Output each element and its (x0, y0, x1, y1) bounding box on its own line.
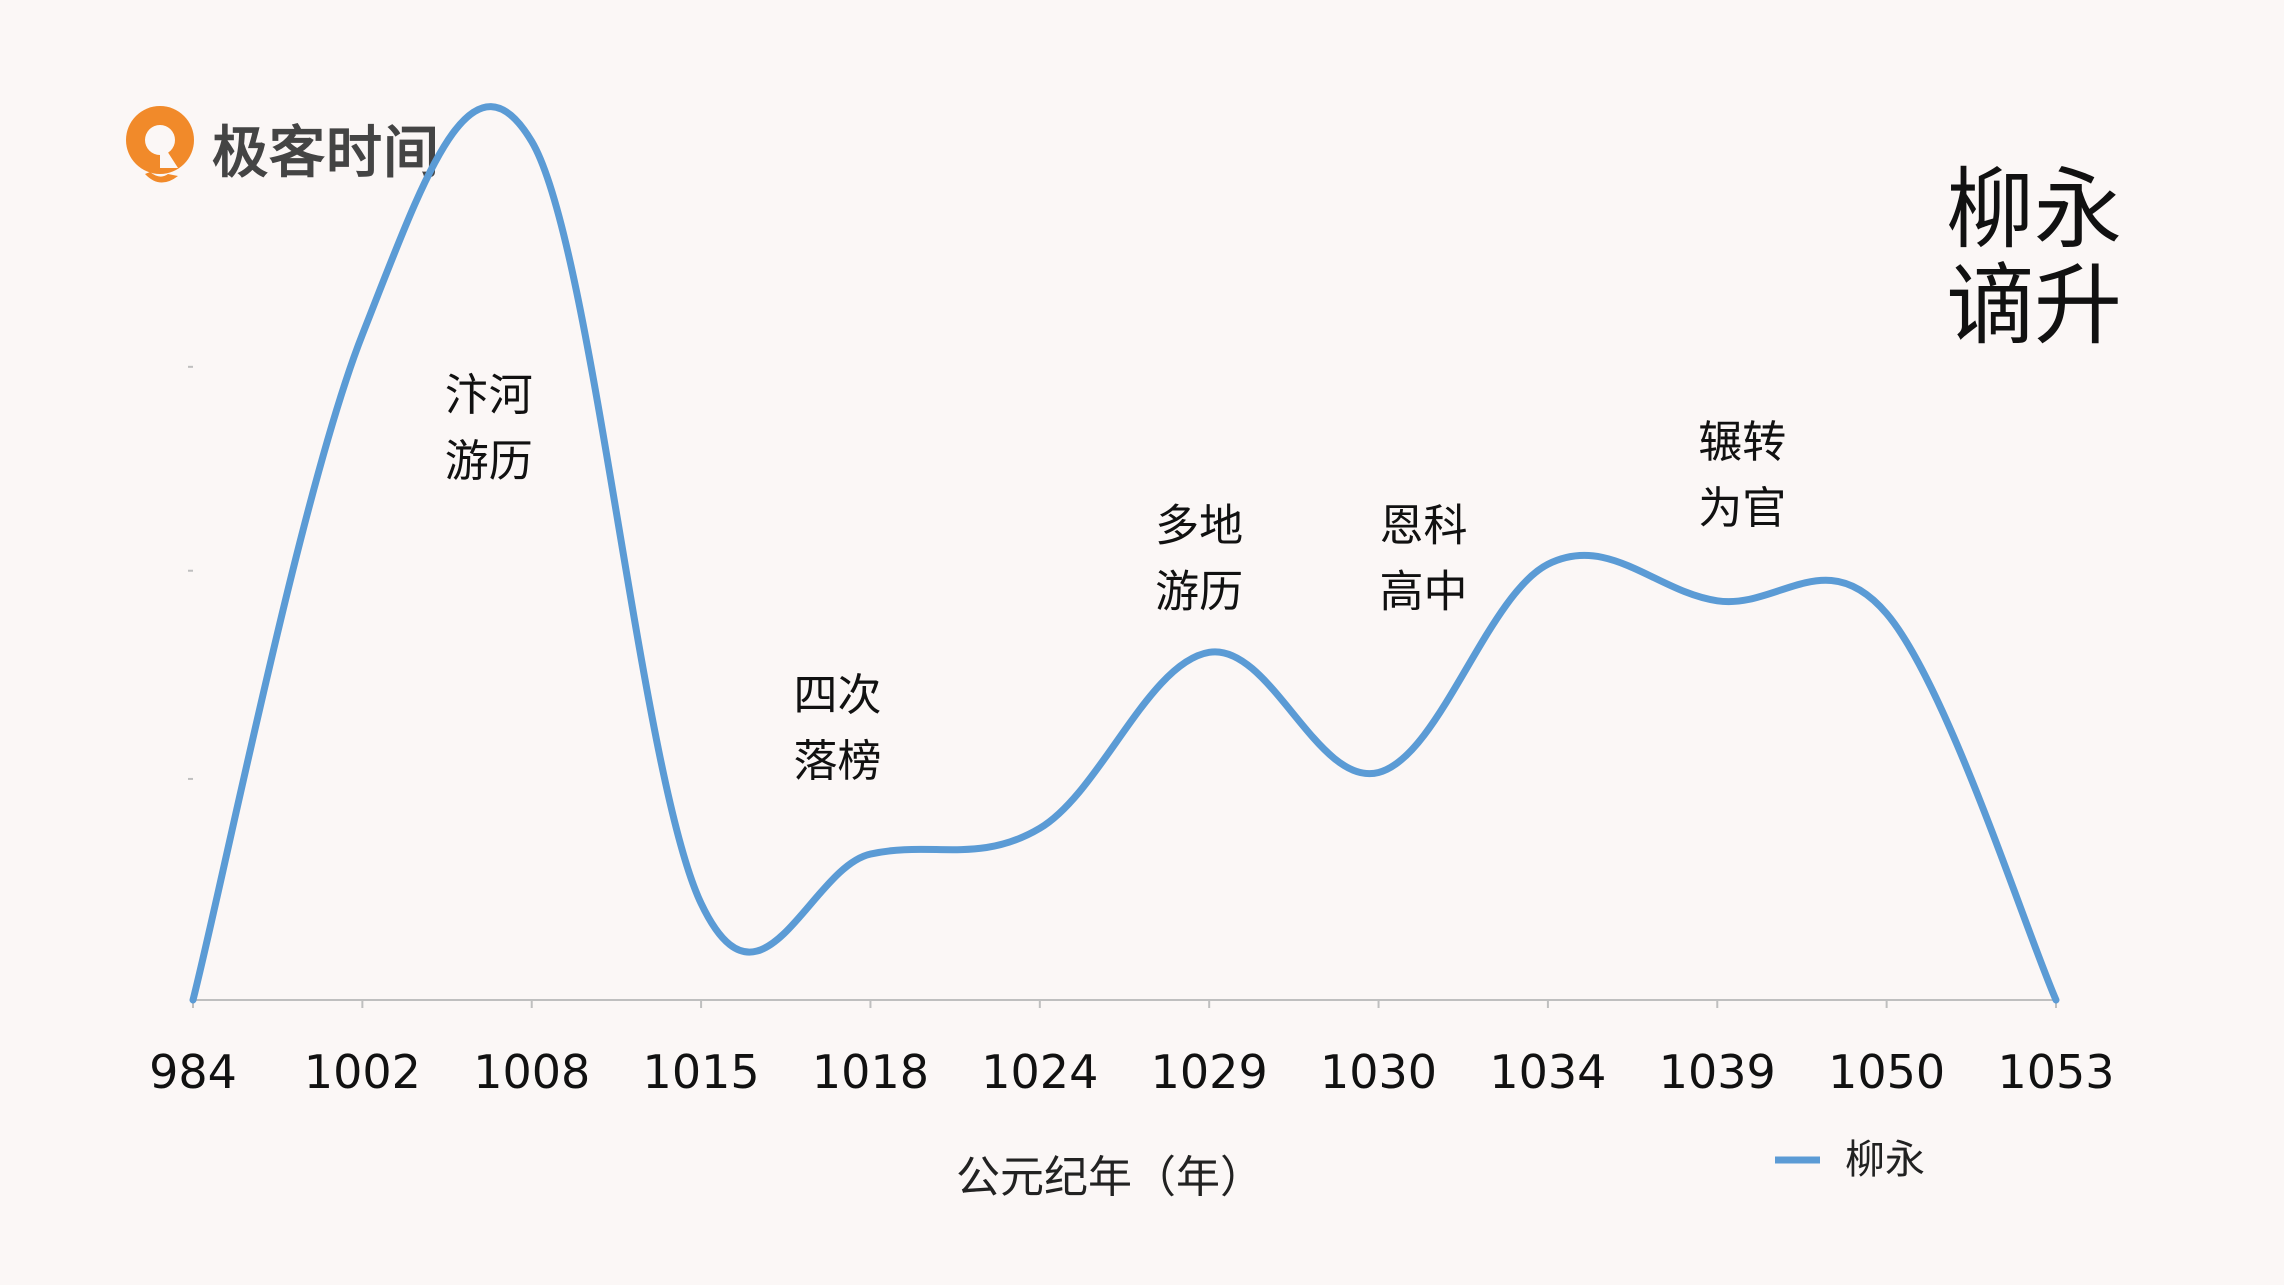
x-tick-label: 1034 (1489, 1045, 1606, 1099)
x-tick-label: 984 (149, 1045, 237, 1099)
annotation-label: 为官 (1698, 483, 1786, 534)
corner-title-line2: 谪升 (1946, 254, 2122, 357)
series-layer (189, 103, 2060, 1004)
x-tick-label: 1015 (643, 1045, 760, 1099)
x-tick-label: 1039 (1659, 1045, 1776, 1099)
axis-layer: 984 1002 1008 1015 1018 1024 1029 1030 1034 1039 1… (149, 365, 2115, 1099)
x-axis-title: 公元纪年（年） (956, 1152, 1264, 1203)
annotation-label: 游历 (1155, 567, 1243, 618)
x-tick-label: 1030 (1320, 1045, 1437, 1099)
x-tick-label: 1053 (1997, 1045, 2114, 1099)
annotation-label: 四次 (793, 670, 881, 721)
annotation-label: 高中 (1380, 567, 1468, 618)
brand-logo-icon (126, 106, 194, 183)
x-tick-label: 1024 (981, 1045, 1098, 1099)
corner-title: 柳永 谪升 (1946, 158, 2122, 357)
annotation-label: 游历 (445, 436, 533, 487)
annotation-label: 汴河 (445, 370, 533, 421)
annotation-label: 恩科 (1380, 501, 1468, 552)
brand-name: 极客时间 (212, 121, 440, 186)
x-tick-label: 1029 (1151, 1045, 1268, 1099)
x-tick-label: 1018 (812, 1045, 929, 1099)
series-line-liuyong (189, 103, 2060, 1004)
legend: 柳永 (1775, 1137, 1925, 1183)
x-tick-label: 1050 (1828, 1045, 1945, 1099)
annotation-label: 辗转 (1698, 417, 1786, 468)
x-tick-label: 1008 (473, 1045, 590, 1099)
corner-title-line1: 柳永 (1946, 158, 2122, 261)
annotation-label: 多地 (1155, 501, 1243, 552)
annotation-label: 落榜 (793, 736, 881, 787)
legend-label: 柳永 (1845, 1137, 1925, 1183)
x-tick-label: 1002 (304, 1045, 421, 1099)
